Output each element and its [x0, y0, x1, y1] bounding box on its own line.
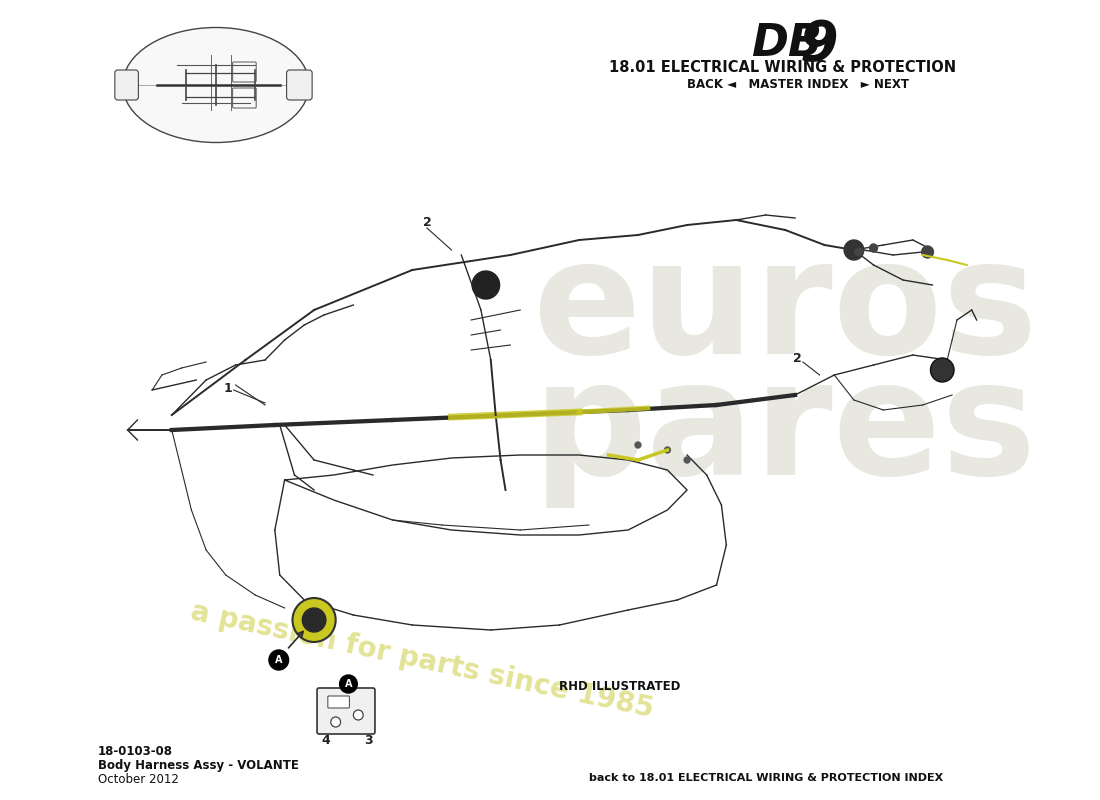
- Circle shape: [302, 608, 326, 632]
- Circle shape: [664, 447, 670, 453]
- Circle shape: [844, 240, 864, 260]
- Text: 9: 9: [800, 18, 838, 72]
- Circle shape: [922, 246, 934, 258]
- Text: RHD ILLUSTRATED: RHD ILLUSTRATED: [560, 680, 681, 693]
- Circle shape: [293, 598, 336, 642]
- Text: 2: 2: [793, 351, 802, 365]
- Text: A: A: [344, 679, 352, 689]
- Text: euros: euros: [532, 233, 1038, 387]
- Ellipse shape: [123, 27, 309, 142]
- Text: 4: 4: [321, 734, 330, 746]
- Text: A: A: [275, 655, 283, 665]
- Text: 18-0103-08: 18-0103-08: [98, 745, 173, 758]
- Text: a passion for parts since 1985: a passion for parts since 1985: [188, 597, 657, 723]
- Circle shape: [635, 442, 641, 448]
- Circle shape: [340, 675, 358, 693]
- Text: DB: DB: [751, 22, 822, 65]
- Text: October 2012: October 2012: [98, 773, 179, 786]
- Circle shape: [855, 248, 862, 256]
- Circle shape: [870, 244, 878, 252]
- Circle shape: [472, 271, 499, 299]
- Circle shape: [353, 710, 363, 720]
- Text: pares: pares: [534, 353, 1037, 507]
- Circle shape: [684, 457, 690, 463]
- FancyBboxPatch shape: [328, 696, 350, 708]
- Circle shape: [331, 717, 341, 727]
- Text: 3: 3: [364, 734, 373, 746]
- FancyBboxPatch shape: [114, 70, 139, 100]
- Text: 1: 1: [223, 382, 232, 394]
- Text: BACK ◄   MASTER INDEX   ► NEXT: BACK ◄ MASTER INDEX ► NEXT: [688, 78, 909, 91]
- Text: back to 18.01 ELECTRICAL WIRING & PROTECTION INDEX: back to 18.01 ELECTRICAL WIRING & PROTEC…: [588, 773, 943, 783]
- Circle shape: [931, 358, 954, 382]
- FancyBboxPatch shape: [317, 688, 375, 734]
- Circle shape: [268, 650, 288, 670]
- Text: 18.01 ELECTRICAL WIRING & PROTECTION: 18.01 ELECTRICAL WIRING & PROTECTION: [608, 60, 956, 75]
- Text: Body Harness Assy - VOLANTE: Body Harness Assy - VOLANTE: [98, 759, 299, 772]
- FancyBboxPatch shape: [287, 70, 312, 100]
- Text: 2: 2: [422, 215, 431, 229]
